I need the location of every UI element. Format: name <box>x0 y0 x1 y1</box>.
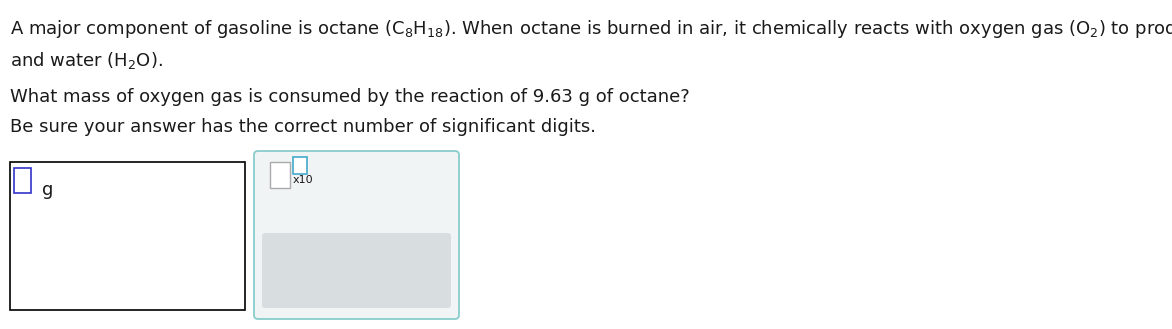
Text: Be sure your answer has the correct number of significant digits.: Be sure your answer has the correct numb… <box>11 118 597 136</box>
Text: What mass of oxygen gas is consumed by the reaction of 9.63 g of octane?: What mass of oxygen gas is consumed by t… <box>11 88 690 106</box>
Text: A major component of gasoline is octane $(\mathrm{C_8H_{18}})$. When octane is b: A major component of gasoline is octane … <box>11 18 1172 40</box>
Text: and water $(\mathrm{H_2O})$.: and water $(\mathrm{H_2O})$. <box>11 50 163 71</box>
Text: x10: x10 <box>293 175 314 185</box>
Text: ×: × <box>298 263 313 281</box>
Text: g: g <box>42 181 54 199</box>
Bar <box>11 162 245 310</box>
Bar <box>270 162 289 188</box>
Bar <box>14 168 30 193</box>
Text: ?: ? <box>401 263 410 281</box>
Bar <box>293 157 307 174</box>
FancyBboxPatch shape <box>254 151 459 319</box>
Text: ↺: ↺ <box>347 263 362 281</box>
FancyBboxPatch shape <box>263 233 451 308</box>
